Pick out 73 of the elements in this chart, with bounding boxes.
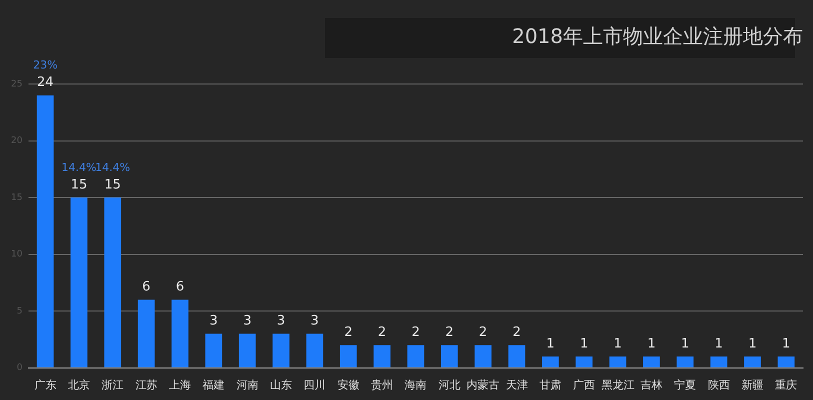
x-tick-label: 天津 [506,378,528,392]
bar [710,356,728,368]
x-tick-label: 山东 [270,378,292,392]
x-tick-label: 四川 [304,378,326,392]
bar [306,334,324,368]
x-tick-label: 海南 [404,378,427,392]
data-label: 24 [37,75,54,90]
data-label: 1 [546,336,555,352]
data-label: 1 [614,336,622,352]
bar [70,198,88,368]
data-label: 2 [378,324,386,340]
bar [205,334,222,368]
bar [576,356,593,368]
data-label: 3 [276,314,286,329]
data-label: 1 [748,336,757,352]
bar [407,345,424,368]
annotation: 14.4% [61,160,96,174]
data-label: 1 [714,336,723,352]
x-tick-label: 北京 [68,378,90,392]
bar [440,345,458,368]
bar [542,356,559,368]
data-label: 1 [647,336,656,352]
annotation: 23% [33,58,58,72]
x-tick-label: 安徽 [337,378,360,392]
data-label: 6 [142,280,150,295]
data-label: 2 [478,324,488,340]
bar [104,198,122,368]
bar [238,334,256,368]
x-tick-label: 内蒙古 [466,378,500,392]
data-label: 3 [310,314,319,329]
bar [138,300,155,368]
data-label: 15 [104,177,121,192]
bar [508,345,526,368]
bar [172,300,188,368]
bar [609,356,626,368]
x-tick-label: 甘肃 [539,378,562,392]
x-tick-label: 浙江 [102,378,124,392]
data-label: 2 [344,324,353,340]
bar [676,356,694,368]
bar [643,356,660,368]
bar [744,356,761,368]
data-label: 3 [243,314,252,329]
data-label: 1 [782,336,790,352]
x-tick-label: 广西 [573,378,596,392]
x-tick-label: 黑龙江 [601,378,634,392]
data-label: 6 [176,280,184,295]
data-label: 2 [512,324,521,340]
bar [778,356,795,368]
data-label: 1 [680,336,690,352]
data-label: 3 [210,314,218,329]
x-tick-label: 上海 [168,378,191,392]
x-tick-label: 贵州 [371,378,394,392]
x-tick-label: 广东 [34,378,56,392]
x-tick-label: 江苏 [135,378,158,392]
x-tick-label: 河北 [438,378,460,392]
x-tick-label: 福建 [202,378,225,392]
bar [36,95,54,368]
data-label: 2 [412,324,420,340]
bar [474,345,492,368]
chart-title: 2018年上市物业企业注册地分布 [512,24,803,48]
annotation: 14.4% [95,160,130,174]
bar [272,334,290,368]
x-tick-label: 重庆 [775,378,798,392]
data-label: 15 [70,177,88,192]
bar [340,345,357,368]
data-label: 2 [445,324,454,340]
x-tick-label: 河南 [236,378,258,392]
bar [374,345,390,368]
data-label: 1 [580,336,588,352]
x-tick-label: 新疆 [741,378,764,392]
x-tick-label: 陕西 [708,378,730,392]
x-tick-label: 宁夏 [674,378,696,392]
x-tick-label: 吉林 [640,378,662,392]
